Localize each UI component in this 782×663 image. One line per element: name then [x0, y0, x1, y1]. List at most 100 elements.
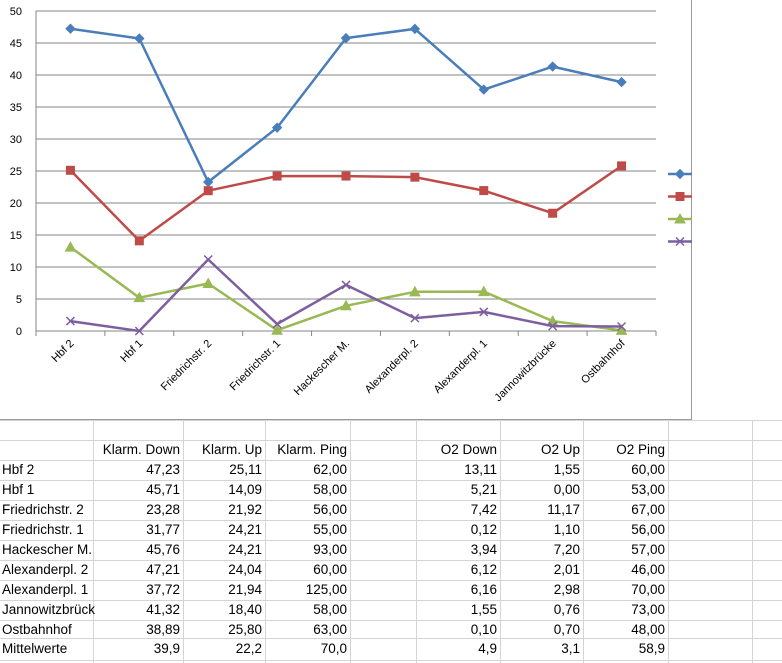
summary-row-cell[interactable]: 39,9 [153, 641, 180, 656]
legend-marker [674, 212, 686, 224]
y-tick-label: 10 [10, 262, 22, 274]
table-row-cell[interactable]: 58,00 [313, 602, 347, 617]
table-row-cell[interactable]: 21,94 [228, 582, 262, 597]
table-row-cell[interactable]: 0,00 [553, 482, 580, 497]
header-cell[interactable]: O2 Ping [616, 442, 665, 457]
row-gridline [0, 660, 782, 661]
table-row-cell[interactable]: Friedrichstr. 1 [2, 522, 84, 537]
table-row-cell[interactable]: 47,23 [146, 462, 180, 477]
summary-row-cell[interactable]: 22,2 [235, 641, 262, 656]
table-row-cell[interactable]: 2,98 [553, 582, 580, 597]
table-row-cell[interactable]: Hbf 2 [2, 462, 35, 477]
table-row-cell[interactable]: 58,00 [313, 482, 347, 497]
table-row-cell[interactable]: 46,00 [631, 562, 665, 577]
table-row-cell[interactable]: 38,89 [146, 622, 180, 637]
table-row-cell[interactable]: 1,55 [553, 462, 580, 477]
table-row-cell[interactable]: 25,80 [228, 622, 262, 637]
table-row-cell[interactable]: 0,10 [470, 622, 497, 637]
table-row-cell[interactable]: 48,00 [631, 622, 665, 637]
summary-row-cell[interactable]: 58,9 [638, 641, 665, 656]
table-row-cell[interactable]: 6,16 [470, 582, 497, 597]
column-gridline [416, 420, 417, 663]
table-row-cell[interactable]: 21,92 [228, 502, 262, 517]
header-cell[interactable]: Klarm. Ping [277, 442, 347, 457]
row-gridline [0, 638, 782, 639]
table-row-cell[interactable]: 3,94 [470, 542, 497, 557]
table-row-cell[interactable]: Alexanderpl. 2 [2, 562, 89, 577]
table-row-cell[interactable]: 1,55 [470, 602, 497, 617]
table-row-cell[interactable]: 53,00 [631, 482, 665, 497]
data-point-o2-up [341, 280, 351, 290]
table-row-cell[interactable]: 57,00 [631, 542, 665, 557]
table-row-cell[interactable]: 18,40 [228, 602, 262, 617]
table-row-cell[interactable]: 56,00 [313, 502, 347, 517]
y-tick-label: 5 [16, 294, 22, 306]
table-row-cell[interactable]: Friedrichstr. 2 [2, 502, 84, 517]
table-row-cell[interactable]: 23,28 [146, 502, 180, 517]
table-row-cell[interactable]: 0,70 [553, 622, 580, 637]
table-row-cell[interactable]: Hackescher M. [2, 542, 93, 557]
data-point-klarm-down [134, 33, 145, 44]
table-row-cell[interactable]: 2,01 [553, 562, 580, 577]
column-gridline [183, 420, 184, 663]
summary-row-cell[interactable]: 3,1 [561, 641, 580, 656]
table-row-cell[interactable]: 14,09 [228, 482, 262, 497]
table-row-cell[interactable]: 1,10 [553, 522, 580, 537]
data-point-klarm-up [65, 165, 75, 175]
table-row-cell[interactable]: 6,12 [470, 562, 497, 577]
row-gridline [0, 520, 782, 521]
table-row-cell[interactable]: 25,11 [229, 462, 262, 477]
summary-row-cell[interactable]: 4,9 [478, 641, 497, 656]
table-row-cell[interactable]: 47,21 [146, 562, 180, 577]
table-row-cell[interactable]: Ostbahnhof [2, 622, 72, 637]
summary-row-cell[interactable]: Mittelwerte [2, 641, 68, 656]
table-row-cell[interactable]: 31,77 [146, 522, 180, 537]
table-row-cell[interactable]: 5,21 [470, 482, 497, 497]
data-point-klarm-up [617, 161, 627, 171]
table-row-cell[interactable]: 60,00 [631, 462, 665, 477]
table-row-cell[interactable]: 67,00 [631, 502, 665, 517]
table-row-cell[interactable]: 63,00 [313, 622, 347, 637]
table-row-cell[interactable]: Alexanderpl. 1 [2, 582, 89, 597]
table-row-cell[interactable]: 7,20 [553, 542, 580, 557]
table-row-cell[interactable]: 60,00 [313, 562, 347, 577]
header-cell[interactable]: O2 Down [440, 442, 497, 457]
x-tick-label: Friedrichstr. 2 [159, 338, 215, 394]
table-row-cell[interactable]: 93,00 [313, 542, 347, 557]
header-cell[interactable]: Klarm. Down [102, 442, 180, 457]
data-table: Klarm. Down Klarm. Up Klarm. Ping O2 Down O2… [0, 420, 782, 663]
summary-row-cell[interactable]: 70,0 [320, 641, 347, 656]
table-row-cell[interactable]: 24,04 [228, 562, 262, 577]
table-row-cell[interactable]: Hbf 1 [2, 482, 35, 497]
table-row-cell[interactable]: 73,00 [631, 602, 665, 617]
y-tick-label: 0 [16, 326, 22, 338]
table-row-cell[interactable]: Jannowitzbrück [2, 602, 96, 617]
row-gridline [0, 480, 782, 481]
table-row-cell[interactable]: 55,00 [313, 522, 347, 537]
data-point-klarm-down [409, 23, 421, 35]
table-row-cell[interactable]: 24,21 [228, 522, 262, 537]
header-cell[interactable]: O2 Up [540, 442, 580, 457]
table-row-cell[interactable]: 0,12 [470, 522, 497, 537]
table-row-cell[interactable]: 7,42 [470, 502, 497, 517]
table-row-cell[interactable]: 37,72 [146, 582, 180, 597]
chart-area: 0 5 10 15 20 25 30 35 40 45 50 Hbf 2 Hbf 1 Friedrichs… [0, 0, 692, 420]
table-row-cell[interactable]: 45,76 [146, 542, 180, 557]
y-tick-label: 15 [10, 230, 22, 242]
table-row-cell[interactable]: 56,00 [631, 522, 665, 537]
table-row-cell[interactable]: 45,71 [146, 482, 180, 497]
table-row-cell[interactable]: 41,32 [146, 602, 180, 617]
y-tick-label: 30 [10, 134, 22, 146]
x-tick-label: Alexanderpl. 1 [432, 338, 490, 396]
data-point-klarm-down [547, 61, 558, 72]
table-row-cell[interactable]: 24,21 [228, 542, 262, 557]
table-row-cell[interactable]: 70,00 [631, 582, 665, 597]
table-row-cell[interactable]: 125,00 [305, 582, 347, 597]
table-row-cell[interactable]: 62,00 [313, 462, 347, 477]
table-row-cell[interactable]: 11,17 [547, 502, 580, 517]
data-point-klarm-up [272, 171, 282, 181]
table-row-cell[interactable]: 13,11 [464, 462, 497, 477]
table-row-cell[interactable]: 0,76 [553, 602, 580, 617]
header-cell[interactable]: Klarm. Up [201, 442, 262, 457]
row-gridline [0, 580, 782, 581]
